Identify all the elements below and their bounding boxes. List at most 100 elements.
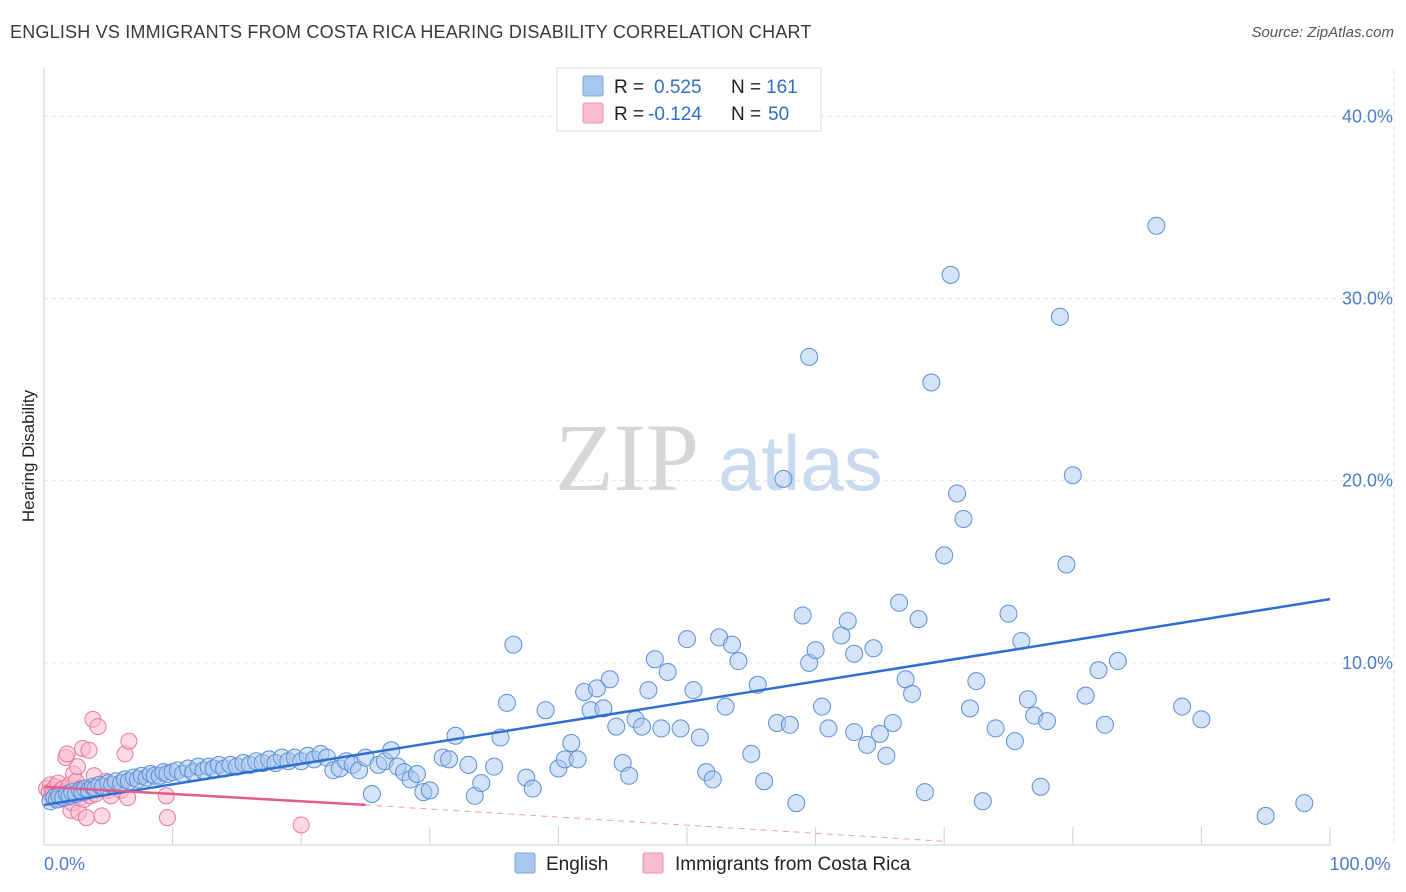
legend-n-value: 161 [766, 77, 798, 98]
data-point-english [523, 779, 542, 798]
y-axis-label: Hearing Disability [19, 389, 38, 522]
legend-bottom-label-english: English [546, 854, 608, 875]
trend-line-costa-rica-extension [365, 804, 945, 842]
data-point-english [986, 719, 1005, 738]
chart-title: ENGLISH VS IMMIGRANTS FROM COSTA RICA HE… [10, 22, 812, 42]
data-point-english [787, 794, 806, 813]
data-point-english [838, 611, 857, 630]
legend-r-value: -0.124 [648, 104, 702, 125]
watermark: ZIP atlas [555, 404, 883, 511]
data-point-english [723, 635, 742, 654]
data-point-english [780, 715, 799, 734]
legend-n-label: N = [731, 77, 761, 98]
data-point-costa-rica [292, 816, 310, 834]
data-point-english [632, 717, 651, 736]
data-point-english [652, 719, 671, 738]
axes [43, 68, 1331, 846]
data-point-english [690, 728, 709, 747]
data-point-costa-rica [93, 807, 111, 825]
data-point-english [645, 650, 664, 669]
data-point-english [909, 610, 928, 629]
data-point-english [941, 265, 960, 284]
data-point-costa-rica [89, 718, 107, 736]
data-point-english [472, 774, 491, 793]
data-point-english [407, 764, 426, 783]
data-point-english [877, 746, 896, 765]
data-point-english [954, 509, 973, 528]
tick-labels: 10.0% 20.0% 30.0% 40.0% 0.0% 100.0% [44, 106, 1393, 874]
data-point-costa-rica [158, 809, 176, 827]
data-point-costa-rica [77, 809, 95, 827]
data-point-english [1173, 697, 1192, 716]
data-point-english [1147, 216, 1166, 235]
data-point-english [678, 630, 696, 649]
data-point-english [684, 681, 703, 700]
legend-top: R = 0.525 N = 161 R = -0.124 N = 50 [556, 67, 822, 132]
legend-bottom-swatch-english [514, 852, 536, 874]
legend-r-label: R = [614, 104, 644, 125]
trend-line-costa-rica [43, 785, 366, 807]
data-point-english [639, 681, 658, 700]
data-point-english [999, 604, 1018, 623]
data-point-english [536, 701, 555, 720]
data-point-english [1063, 466, 1082, 485]
data-point-english [858, 735, 877, 754]
data-point-costa-rica [68, 758, 86, 776]
y-tick-label: 30.0% [1342, 289, 1393, 309]
y-tick-label: 40.0% [1342, 106, 1393, 126]
data-point-english [742, 744, 761, 763]
legend-bottom-swatch-costa-rica [642, 852, 664, 874]
data-point-english [1050, 307, 1069, 326]
source-label: Source: ZipAtlas.com [1251, 24, 1394, 41]
x-tick-label: 100.0% [1329, 854, 1390, 874]
data-point-english [607, 717, 626, 736]
data-point-english [883, 713, 902, 732]
data-point-english [1076, 686, 1095, 705]
watermark-atlas: atlas [718, 419, 883, 507]
data-point-english [362, 785, 381, 803]
data-point-english [903, 684, 922, 703]
legend-swatch-costa-rica [582, 102, 604, 124]
trend-line-english [43, 597, 1331, 807]
data-point-costa-rica [58, 745, 76, 763]
data-point-english [845, 723, 864, 742]
data-point-english [703, 770, 722, 789]
data-point-english [1095, 715, 1114, 734]
legend-r-label: R = [614, 77, 644, 98]
data-point-english [793, 606, 812, 625]
data-point-english [755, 772, 774, 791]
data-point-english [864, 639, 883, 658]
data-point-english [1005, 732, 1024, 751]
data-point-english [440, 750, 459, 769]
data-point-english [716, 697, 735, 716]
data-point-english [922, 373, 941, 392]
data-point-costa-rica [80, 741, 98, 759]
data-point-english [1192, 710, 1211, 729]
data-point-english [1108, 652, 1127, 671]
data-point-english [1256, 806, 1275, 825]
data-point-costa-rica [120, 732, 138, 750]
data-point-english [960, 699, 979, 718]
data-point-english [973, 792, 992, 811]
data-point-english [459, 755, 478, 774]
data-point-english [1018, 690, 1037, 709]
data-point-english [806, 641, 825, 660]
legend-swatch-english [582, 75, 604, 97]
data-point-english [870, 724, 889, 743]
data-point-english [1295, 794, 1314, 813]
y-tick-label: 20.0% [1342, 471, 1393, 491]
x-tick-label: 0.0% [44, 854, 85, 874]
data-point-english [446, 726, 465, 745]
data-point-english [485, 757, 504, 776]
data-point-english [504, 635, 523, 654]
data-point-english [600, 670, 619, 689]
data-point-english [497, 693, 516, 712]
legend-n-value: 50 [768, 104, 789, 125]
data-point-english [420, 781, 439, 800]
trend-lines [43, 597, 1331, 842]
data-point-english [620, 766, 639, 785]
data-point-english [935, 546, 954, 565]
data-point-english [915, 783, 934, 802]
data-point-english [774, 469, 793, 488]
